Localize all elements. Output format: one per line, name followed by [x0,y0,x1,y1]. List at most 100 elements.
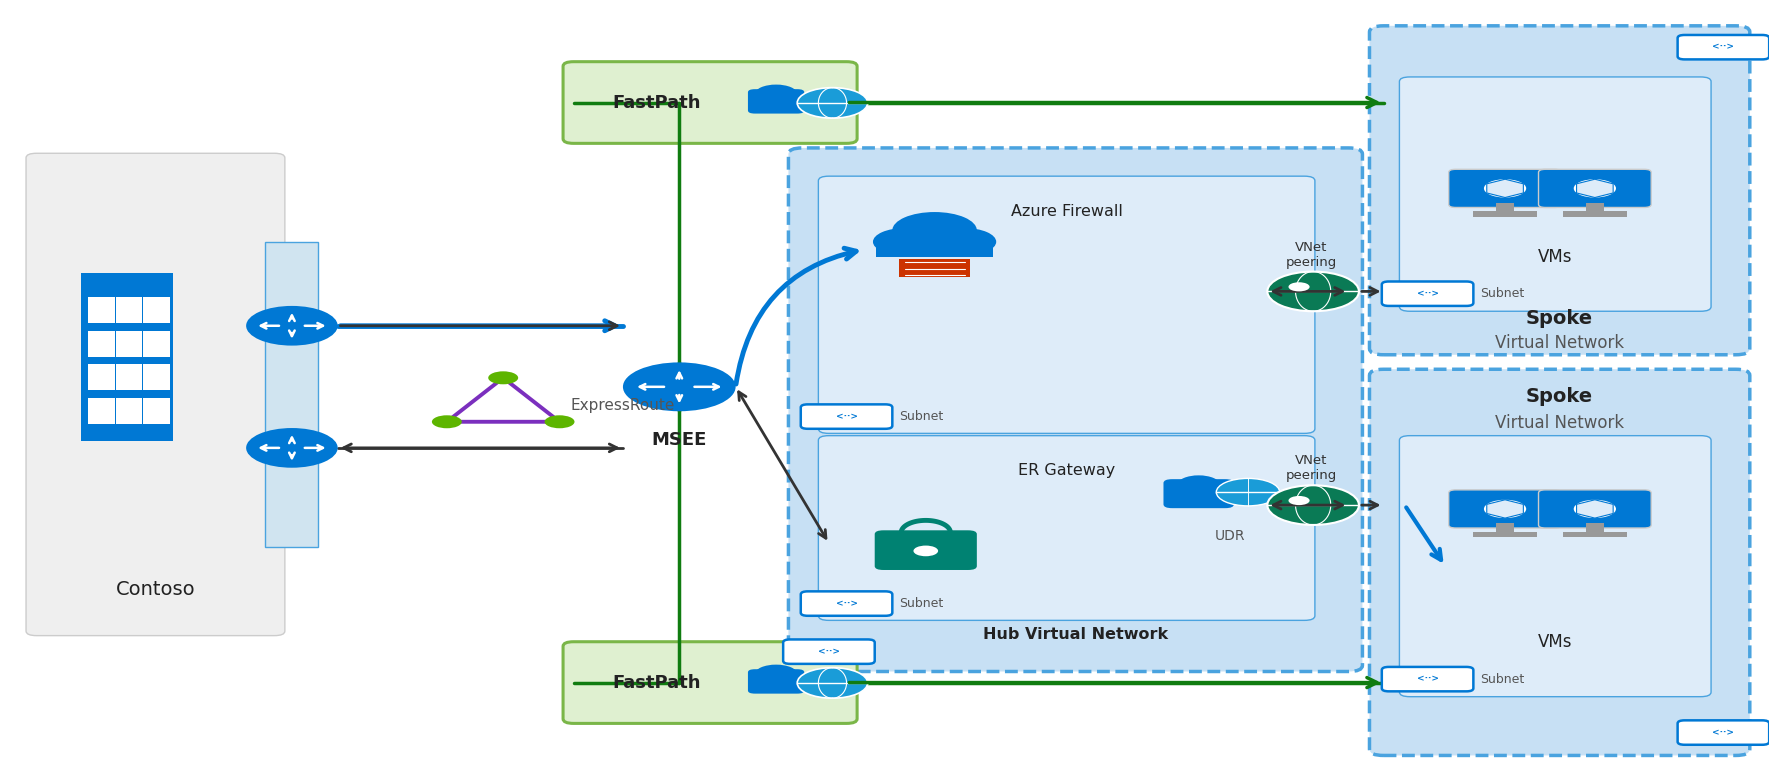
Text: UDR: UDR [1215,529,1245,542]
Bar [143,331,170,357]
Text: ER Gateway: ER Gateway [1017,463,1114,478]
Bar [1564,532,1626,537]
Text: <··>: <··> [835,599,858,608]
Text: Subnet: Subnet [1481,673,1525,686]
Text: <··>: <··> [1417,290,1438,298]
Circle shape [1484,499,1527,518]
Polygon shape [1486,179,1523,198]
Bar [1474,532,1537,537]
FancyBboxPatch shape [1449,489,1562,528]
Text: VMs: VMs [1537,633,1573,652]
Circle shape [1288,282,1309,291]
FancyBboxPatch shape [819,176,1314,434]
FancyBboxPatch shape [1677,35,1769,60]
Bar [88,331,115,357]
Circle shape [1574,179,1617,198]
Text: Subnet: Subnet [899,410,943,423]
Text: Subnet: Subnet [1481,287,1525,300]
FancyBboxPatch shape [874,530,976,570]
Bar [265,242,318,547]
Circle shape [892,212,976,249]
Bar [1564,211,1626,217]
Bar [143,297,170,323]
FancyBboxPatch shape [27,153,285,636]
Bar [88,297,115,323]
FancyBboxPatch shape [1399,77,1711,311]
Text: <··>: <··> [1712,43,1734,51]
FancyBboxPatch shape [784,640,874,664]
Circle shape [755,665,798,683]
FancyBboxPatch shape [1382,667,1474,692]
Circle shape [488,372,518,385]
Text: Spoke: Spoke [1527,309,1594,328]
Circle shape [1267,272,1359,311]
Text: Subnet: Subnet [899,597,943,610]
FancyBboxPatch shape [1677,720,1769,745]
Polygon shape [1486,499,1523,518]
Polygon shape [1576,499,1613,518]
Text: <··>: <··> [1417,675,1438,683]
Polygon shape [1576,179,1613,198]
Circle shape [1178,476,1221,493]
FancyBboxPatch shape [1449,169,1562,208]
FancyBboxPatch shape [1369,369,1750,755]
FancyBboxPatch shape [789,148,1362,672]
Bar [1474,211,1537,217]
Text: Hub Virtual Network: Hub Virtual Network [984,627,1168,643]
Text: <··>: <··> [1712,728,1734,737]
FancyBboxPatch shape [1539,169,1650,208]
FancyBboxPatch shape [748,669,805,694]
Circle shape [623,362,736,411]
Bar [88,398,115,424]
Circle shape [1217,479,1279,506]
Bar [1497,523,1514,534]
Circle shape [932,228,996,256]
Text: Virtual Network: Virtual Network [1495,414,1624,432]
Text: Azure Firewall: Azure Firewall [1010,204,1123,219]
Circle shape [798,87,867,118]
Circle shape [432,415,462,428]
FancyBboxPatch shape [801,404,892,429]
Bar [117,331,142,357]
Bar [143,365,170,390]
Text: Spoke: Spoke [1527,388,1594,406]
Text: VNet
peering: VNet peering [1286,241,1337,269]
FancyBboxPatch shape [819,436,1314,620]
Circle shape [872,228,936,256]
Text: VMs: VMs [1537,248,1573,266]
Bar [1497,203,1514,214]
Circle shape [798,668,867,699]
Circle shape [1484,179,1527,198]
Bar [1587,523,1604,534]
Bar [117,398,142,424]
Bar [117,297,142,323]
Circle shape [1267,486,1359,525]
Text: VNet
peering: VNet peering [1286,454,1337,483]
FancyBboxPatch shape [748,89,805,113]
Circle shape [246,306,338,345]
FancyBboxPatch shape [1399,436,1711,697]
FancyBboxPatch shape [1164,480,1235,508]
Bar [88,365,115,390]
FancyBboxPatch shape [1539,489,1650,528]
Circle shape [1574,499,1617,518]
Text: FastPath: FastPath [612,673,701,692]
Text: ExpressRoute: ExpressRoute [570,398,674,414]
Text: Virtual Network: Virtual Network [1495,333,1624,352]
Text: MSEE: MSEE [651,431,708,449]
Text: <··>: <··> [817,647,840,656]
Circle shape [246,428,338,468]
FancyBboxPatch shape [563,642,858,723]
Circle shape [1288,496,1309,505]
Text: FastPath: FastPath [612,93,701,112]
Bar [143,398,170,424]
Text: Contoso: Contoso [115,580,195,598]
Text: <··>: <··> [835,412,858,421]
Bar [899,259,969,277]
FancyBboxPatch shape [801,591,892,616]
Circle shape [545,415,575,428]
Bar [117,365,142,390]
Bar [81,273,173,440]
FancyBboxPatch shape [1382,281,1474,306]
FancyBboxPatch shape [563,62,858,143]
